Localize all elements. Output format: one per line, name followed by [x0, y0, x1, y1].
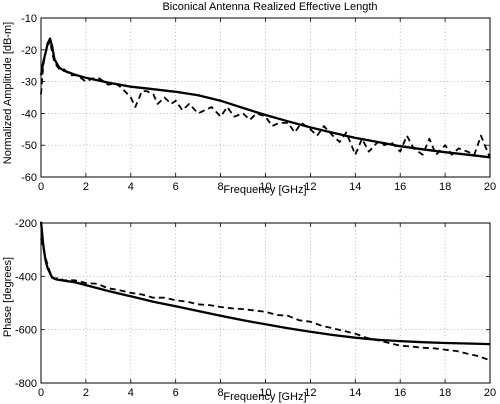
- phase-x-axis-label: Frequency [GHz]: [223, 391, 306, 403]
- amplitude-x-axis-label: Frequency [GHz]: [223, 184, 306, 196]
- phase-x-tick-label: 8: [218, 387, 224, 399]
- phase-y-axis-label: Phase [degrees]: [2, 257, 14, 337]
- amplitude-series-dashed-line: [40, 39, 491, 159]
- amplitude-x-tick-label: 18: [439, 181, 451, 193]
- phase-x-tick-label: 0: [38, 387, 44, 399]
- amplitude-grid: [41, 18, 490, 177]
- phase-y-tick-label: -600: [15, 325, 37, 337]
- phase-plot: 0 2 4 6 8 10 12 14 16 18 20 -800 -600 -400 -200: [15, 218, 496, 399]
- amplitude-x-tick-label: 0: [38, 181, 44, 193]
- phase-y-tick-label: -400: [15, 271, 37, 283]
- amplitude-y-axis-label: Normalized Amplitude [dB-m]: [2, 22, 14, 164]
- chart-title: Biconical Antenna Realized Effective Len…: [162, 1, 377, 13]
- phase-x-tick-label: 6: [173, 387, 179, 399]
- amplitude-y-tick-label: -50: [21, 140, 37, 152]
- phase-x-tick-label: 14: [349, 387, 361, 399]
- phase-series-dashed-line: [40, 238, 491, 362]
- phase-x-tick-label: 2: [83, 387, 89, 399]
- phase-grid: [41, 223, 490, 383]
- amplitude-y-tick-label: -30: [21, 77, 37, 89]
- amplitude-x-tick-label: 2: [83, 181, 89, 193]
- phase-x-tick-label: 16: [394, 387, 406, 399]
- phase-x-tick-label: 10: [259, 387, 271, 399]
- amplitude-x-tick-label: 4: [128, 181, 134, 193]
- amplitude-plot: 0 2 4 6 8 10 12 14 16 18 20 -60 -50 -40 -30 -20 -10: [21, 13, 496, 193]
- amplitude-y-tick-label: -10: [21, 13, 37, 25]
- amplitude-x-tick-label: 16: [394, 181, 406, 193]
- amplitude-series-solid-line: [39, 37, 491, 159]
- amplitude-x-tick-label: 20: [484, 181, 496, 193]
- amplitude-x-tick-label: 12: [304, 181, 316, 193]
- amplitude-y-tick-label: -60: [21, 172, 37, 184]
- phase-x-tick-label: 12: [304, 387, 316, 399]
- amplitude-x-tick-label: 14: [349, 181, 361, 193]
- phase-axes-frame: [40, 222, 491, 384]
- amplitude-axes-frame: [40, 17, 491, 178]
- amplitude-y-tick-label: -20: [21, 45, 37, 57]
- phase-y-tick-label: -800: [15, 378, 37, 390]
- amplitude-x-tick-label: 6: [173, 181, 179, 193]
- amplitude-x-tick-label: 8: [218, 181, 224, 193]
- amplitude-y-tick-label: -40: [21, 108, 37, 120]
- phase-x-tick-label: 20: [484, 387, 496, 399]
- phase-y-tick-label: -200: [15, 218, 37, 230]
- amplitude-x-tick-label: 10: [259, 181, 271, 193]
- phase-x-tick-label: 18: [439, 387, 451, 399]
- phase-x-tick-label: 4: [128, 387, 134, 399]
